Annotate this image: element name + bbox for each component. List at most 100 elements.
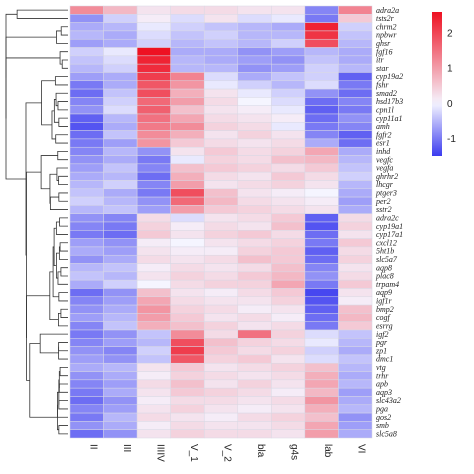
heatmap-cell [338, 213, 373, 223]
heatmap-cell [170, 230, 205, 239]
heatmap-cell [237, 63, 272, 73]
heatmap-cell [103, 5, 138, 15]
heatmap-cell [304, 105, 339, 115]
heatmap-cell [170, 429, 205, 439]
heatmap-cell [170, 221, 205, 231]
heatmap-cell [237, 288, 272, 298]
heatmap-cell [271, 346, 306, 356]
heatmap-cell [203, 122, 239, 131]
heatmap-cell [237, 230, 272, 239]
heatmap-cell [304, 138, 339, 148]
heatmap-cell [237, 387, 272, 397]
heatmap-cell [338, 88, 373, 98]
heatmap-cell [69, 238, 104, 248]
heatmap-cell [170, 279, 205, 289]
dendrogram-branch [58, 346, 68, 360]
heatmap-cell [304, 429, 339, 439]
heatmap-cell [103, 97, 138, 106]
dendrogram-branch [39, 333, 68, 354]
heatmap-cell [170, 263, 205, 273]
row-label: esrrg [376, 321, 393, 330]
heatmap-cell [237, 213, 272, 223]
heatmap-cell [237, 180, 272, 190]
heatmap-cell [338, 14, 373, 23]
heatmap-cell [338, 163, 373, 173]
heatmap-cell [237, 55, 272, 65]
heatmap-cell [271, 196, 306, 206]
heatmap-cell [103, 30, 138, 40]
heatmap-cell [304, 421, 339, 430]
row-label: tsts2r [376, 14, 395, 23]
heatmap-cell [304, 72, 339, 82]
heatmap-cell [338, 205, 373, 214]
heatmap-cell [237, 155, 272, 165]
heatmap-cell [237, 105, 272, 115]
heatmap-cell [136, 346, 171, 356]
legend-tick-label: 1 [447, 64, 453, 75]
heatmap-cell [237, 338, 272, 347]
row-label: chrm2 [376, 22, 396, 31]
heatmap-cell [170, 404, 205, 414]
heatmap-cell [203, 354, 239, 364]
heatmap-cell [136, 72, 171, 82]
heatmap-cell [304, 196, 339, 206]
heatmap-cell [304, 146, 339, 156]
heatmap-cell [170, 205, 205, 214]
heatmap-cell [69, 5, 104, 15]
heatmap-cell [338, 105, 373, 115]
heatmap-cell [69, 205, 104, 214]
dendrogram-branch [60, 308, 68, 318]
heatmap-cell [170, 47, 205, 57]
heatmap-cell [170, 329, 205, 339]
heatmap-cell [69, 97, 104, 106]
heatmap-cell [203, 329, 239, 339]
heatmap-cell [338, 22, 373, 32]
heatmap-cell [237, 263, 272, 273]
heatmap-cell [203, 113, 239, 123]
dendrogram-branch [5, 36, 57, 119]
heatmap-cell [136, 38, 171, 48]
heatmap-cell [237, 188, 272, 198]
heatmap-cell [103, 155, 138, 165]
dendrogram-branch [55, 134, 68, 144]
heatmap-cell [338, 238, 373, 248]
row-label: ptger3 [375, 189, 397, 198]
heatmap-cell [203, 296, 239, 306]
heatmap-cell [203, 72, 239, 82]
heatmap-cell [203, 371, 239, 381]
heatmap-cell [103, 379, 138, 389]
heatmap-cell [170, 113, 205, 123]
heatmap-cell [338, 371, 373, 381]
heatmap-cell [203, 254, 239, 264]
heatmap-cell [203, 362, 239, 372]
heatmap-cell [304, 404, 339, 414]
heatmap-cell [136, 14, 171, 23]
heatmap-cell [103, 246, 138, 256]
heatmap-cell [271, 47, 306, 57]
heatmap-cell [170, 387, 205, 397]
heatmap-cell [103, 171, 138, 181]
dendrogram-branch [59, 51, 68, 65]
row-label: smb [376, 421, 389, 430]
heatmap-cell [69, 421, 104, 430]
row-label: hsd17b3 [376, 97, 403, 106]
heatmap-cell [136, 230, 171, 239]
heatmap-cell [103, 429, 138, 439]
heatmap-cell [338, 254, 373, 264]
heatmap-cell [237, 429, 272, 439]
row-label: vegfa [376, 164, 393, 173]
heatmap-cell [237, 38, 272, 48]
heatmap-cell [69, 246, 104, 256]
column-label: bla [255, 444, 266, 458]
heatmap-cell [271, 288, 306, 298]
legend-tick-label: -1 [447, 134, 456, 145]
heatmap-cell [304, 213, 339, 223]
dendrogram-branch [57, 101, 68, 111]
heatmap-cell [271, 313, 306, 322]
heatmap-cell [69, 288, 104, 298]
heatmap-cell [136, 263, 171, 273]
heatmap-cell [304, 246, 339, 256]
heatmap-cell [103, 14, 138, 23]
heatmap-cell [304, 55, 339, 65]
heatmap-cell [170, 122, 205, 131]
